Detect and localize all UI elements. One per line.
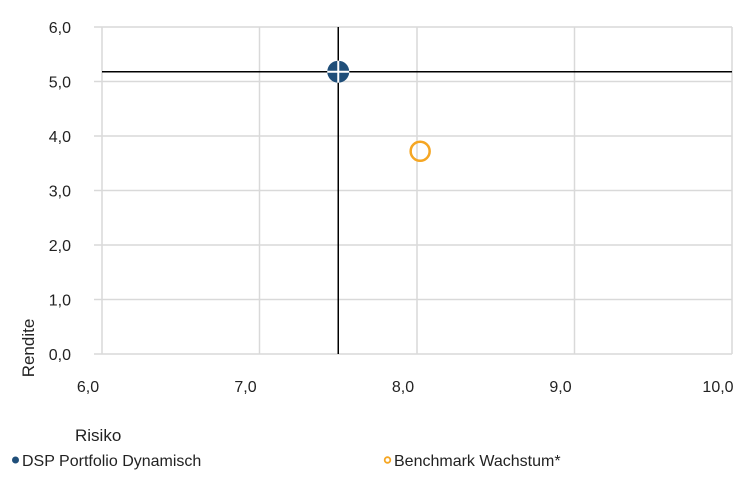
y-tick-label: 3,0 (49, 184, 71, 201)
y-axis-label: Rendite (19, 319, 38, 378)
legend-marker-0 (12, 456, 19, 464)
x-tick-label: 8,0 (392, 379, 414, 396)
axes (94, 26, 732, 355)
data-point-1 (409, 140, 431, 163)
y-tick-label: 5,0 (49, 75, 71, 92)
y-tick-label: 2,0 (49, 238, 71, 255)
grid (102, 26, 733, 354)
legend-marker-1 (383, 456, 392, 464)
x-tick-label: 6,0 (77, 379, 99, 396)
legend-label-1: Benchmark Wachstum* (394, 453, 561, 470)
y-tick-label: 1,0 (49, 293, 71, 310)
tick-labels: 0,0 1,0 2,0 3,0 4,0 5,0 6,0 6,0 7,0 8,0 9,0 10,0 (49, 20, 734, 396)
y-tick-label: 0,0 (49, 347, 71, 364)
x-tick-label: 7,0 (234, 379, 256, 396)
x-axis-label: Risiko (75, 426, 121, 445)
x-tick-label: 9,0 (549, 379, 571, 396)
legend: DSP Portfolio Dynamisch Benchmark Wachstu… (12, 453, 561, 470)
y-tick-label: 4,0 (49, 129, 71, 146)
y-tick-label: 6,0 (49, 20, 71, 37)
x-tick-label: 10,0 (702, 379, 733, 396)
data-points (327, 60, 431, 163)
legend-label-0: DSP Portfolio Dynamisch (22, 453, 201, 470)
